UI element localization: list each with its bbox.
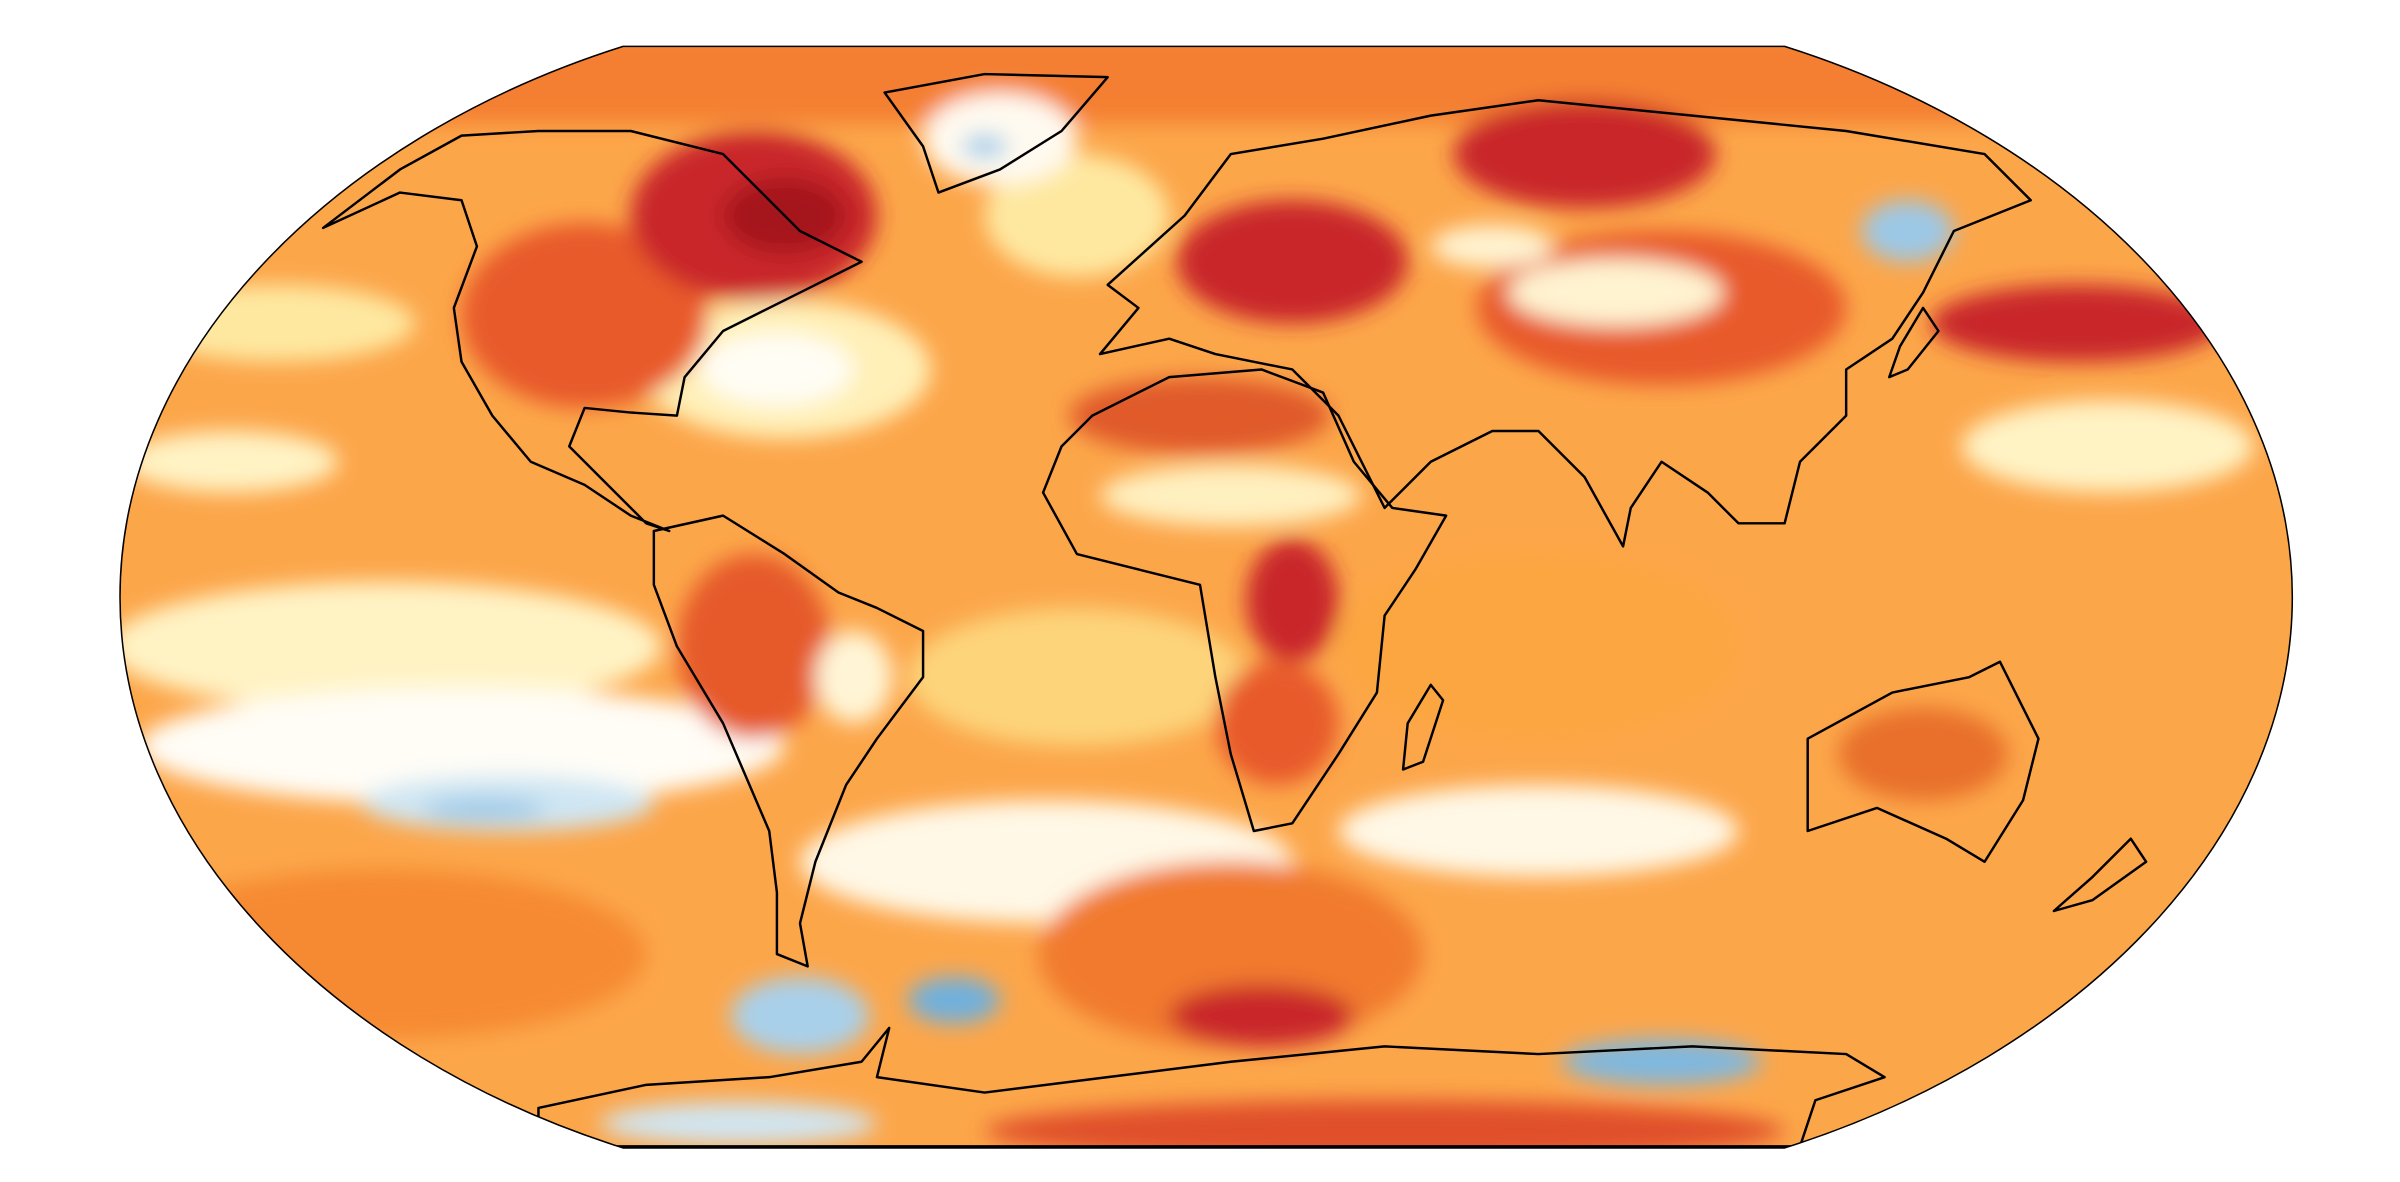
patch <box>1176 200 1408 324</box>
patch <box>984 154 1170 278</box>
south-america <box>652 514 925 968</box>
map-border <box>119 45 2294 1149</box>
patch <box>730 977 870 1055</box>
antarctica <box>537 1026 1886 1148</box>
coastlines <box>321 72 2148 1148</box>
patch <box>1561 1038 1762 1085</box>
patch <box>815 631 893 724</box>
patch <box>676 554 831 739</box>
patch <box>961 134 1008 159</box>
patch <box>1430 224 1554 268</box>
australia <box>1806 660 2040 863</box>
patch <box>461 223 708 408</box>
patch <box>1930 284 2224 362</box>
africa <box>1041 368 1448 833</box>
patch <box>1069 377 1331 455</box>
patch <box>1453 100 1716 208</box>
patch <box>1961 400 2254 493</box>
patch <box>1507 258 1724 327</box>
patch <box>138 687 785 805</box>
patch <box>1246 538 1339 662</box>
patch <box>123 869 647 1039</box>
patch <box>1338 554 1739 739</box>
patch <box>138 284 416 362</box>
new-zealand <box>2052 837 2148 913</box>
patch <box>123 431 339 493</box>
patch <box>423 798 547 821</box>
patch <box>984 1100 1785 1148</box>
patch <box>120 581 662 711</box>
patch <box>907 607 1247 747</box>
japan <box>1888 306 1940 379</box>
patch <box>700 332 854 407</box>
north-america <box>321 129 863 533</box>
greenland <box>883 72 1109 194</box>
patch <box>1338 784 1739 878</box>
patch <box>1215 661 1339 785</box>
patch <box>1861 200 1954 262</box>
patch <box>1838 707 2008 801</box>
patch <box>120 46 2293 124</box>
patch <box>1169 984 1354 1047</box>
patch <box>1100 464 1362 527</box>
patch <box>600 1101 877 1145</box>
madagascar <box>1401 683 1445 771</box>
patch <box>907 977 1000 1024</box>
eurasia <box>1098 98 2033 548</box>
